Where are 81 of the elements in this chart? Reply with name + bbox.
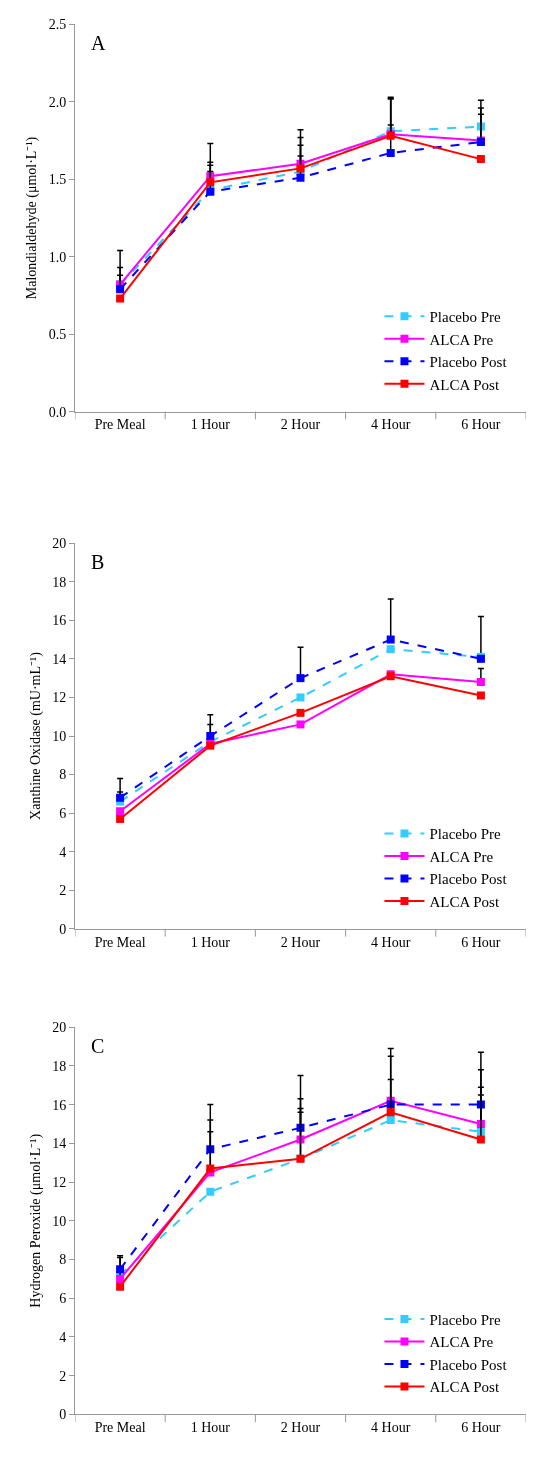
y-tick-label: 10 xyxy=(52,728,67,744)
y-tick-label: 12 xyxy=(52,690,67,706)
y-tick-label: 6 xyxy=(59,806,67,822)
y-axis-title: Xanthine Oxidase (mU·mL⁻¹) xyxy=(27,651,44,820)
legend-label: Placebo Post xyxy=(429,871,508,888)
point xyxy=(206,1164,215,1173)
x-tick-label: 2 Hour xyxy=(280,934,321,950)
point xyxy=(116,1274,125,1283)
y-tick-label: 1.0 xyxy=(48,249,67,265)
point xyxy=(476,677,485,686)
point xyxy=(206,178,215,187)
x-tick-label: 1 Hour xyxy=(190,1420,231,1436)
point xyxy=(386,635,395,644)
y-tick-label: 0.5 xyxy=(48,327,67,343)
y-axis-title: Hydrogen Peroxide (μmol·L⁻¹) xyxy=(27,1133,44,1308)
y-tick-label: 4 xyxy=(59,1329,67,1345)
y-tick-label: 20 xyxy=(52,1020,67,1036)
point xyxy=(476,155,485,164)
y-tick-label: 18 xyxy=(52,1058,67,1074)
y-tick-label: 8 xyxy=(59,767,67,783)
y-tick-label: 18 xyxy=(52,574,67,590)
point xyxy=(386,148,395,157)
point xyxy=(476,1135,485,1144)
y-tick-label: 10 xyxy=(52,1213,67,1229)
x-tick-label: 6 Hour xyxy=(461,417,501,433)
y-tick-label: 20 xyxy=(52,535,67,551)
x-tick-label: 6 Hour xyxy=(461,934,501,950)
x-tick-label: 2 Hour xyxy=(280,417,321,433)
legend-label: Placebo Pre xyxy=(429,1311,502,1328)
x-tick-label: Pre Meal xyxy=(94,934,146,950)
point xyxy=(386,645,395,654)
x-tick-label: 4 Hour xyxy=(371,934,411,950)
point xyxy=(116,285,125,294)
y-tick-label: 2 xyxy=(59,883,67,899)
y-tick-label: 14 xyxy=(52,651,67,667)
y-tick-label: 4 xyxy=(59,844,67,860)
chart-title: C xyxy=(91,1035,105,1057)
y-tick-label: 0.0 xyxy=(48,404,67,420)
x-tick-label: 1 Hour xyxy=(190,417,231,433)
point xyxy=(116,814,125,823)
y-tick-label: 6 xyxy=(59,1291,67,1307)
legend-label: Placebo Pre xyxy=(429,826,502,843)
y-tick-label: 16 xyxy=(52,613,67,629)
legend-label: Placebo Post xyxy=(429,1356,508,1373)
y-axis-title: Malondialdehyde (μmol·L⁻¹) xyxy=(24,136,41,300)
legend-label: ALCA Post xyxy=(429,376,500,393)
y-tick-label: 12 xyxy=(52,1174,67,1190)
y-tick-label: 2 xyxy=(59,1368,67,1384)
x-tick-label: 4 Hour xyxy=(371,1420,411,1436)
point xyxy=(386,1116,395,1125)
y-tick-label: 0 xyxy=(59,1407,67,1423)
y-tick-label: 8 xyxy=(59,1252,67,1268)
point xyxy=(296,674,305,683)
y-tick-label: 1.5 xyxy=(48,172,67,188)
legend-label: ALCA Post xyxy=(429,1379,500,1396)
legend-label: ALCA Pre xyxy=(429,848,494,865)
point xyxy=(296,173,305,182)
x-tick-label: 1 Hour xyxy=(190,934,231,950)
point xyxy=(206,1187,215,1196)
y-tick-label: 0 xyxy=(59,921,67,937)
x-tick-label: 4 Hour xyxy=(371,417,411,433)
point xyxy=(206,732,215,740)
x-tick-label: Pre Meal xyxy=(94,417,146,433)
y-tick-label: 14 xyxy=(52,1136,67,1152)
y-tick-label: 2.0 xyxy=(48,94,67,110)
x-tick-label: 2 Hour xyxy=(280,1420,321,1436)
chart-title: A xyxy=(91,32,106,54)
legend-label: Placebo Post xyxy=(429,354,508,371)
legend-label: ALCA Post xyxy=(429,893,500,910)
y-tick-label: 2.5 xyxy=(48,17,67,33)
x-tick-label: 6 Hour xyxy=(461,1420,501,1436)
point xyxy=(116,807,125,816)
legend-label: ALCA Pre xyxy=(429,331,494,348)
point xyxy=(296,708,305,717)
x-tick-label: Pre Meal xyxy=(94,1420,146,1436)
chart-title: B xyxy=(91,551,105,573)
legend-label: Placebo Pre xyxy=(429,309,502,326)
y-tick-label: 16 xyxy=(52,1097,67,1113)
point xyxy=(116,1265,125,1274)
point xyxy=(386,1108,395,1117)
legend-label: ALCA Pre xyxy=(429,1334,494,1351)
